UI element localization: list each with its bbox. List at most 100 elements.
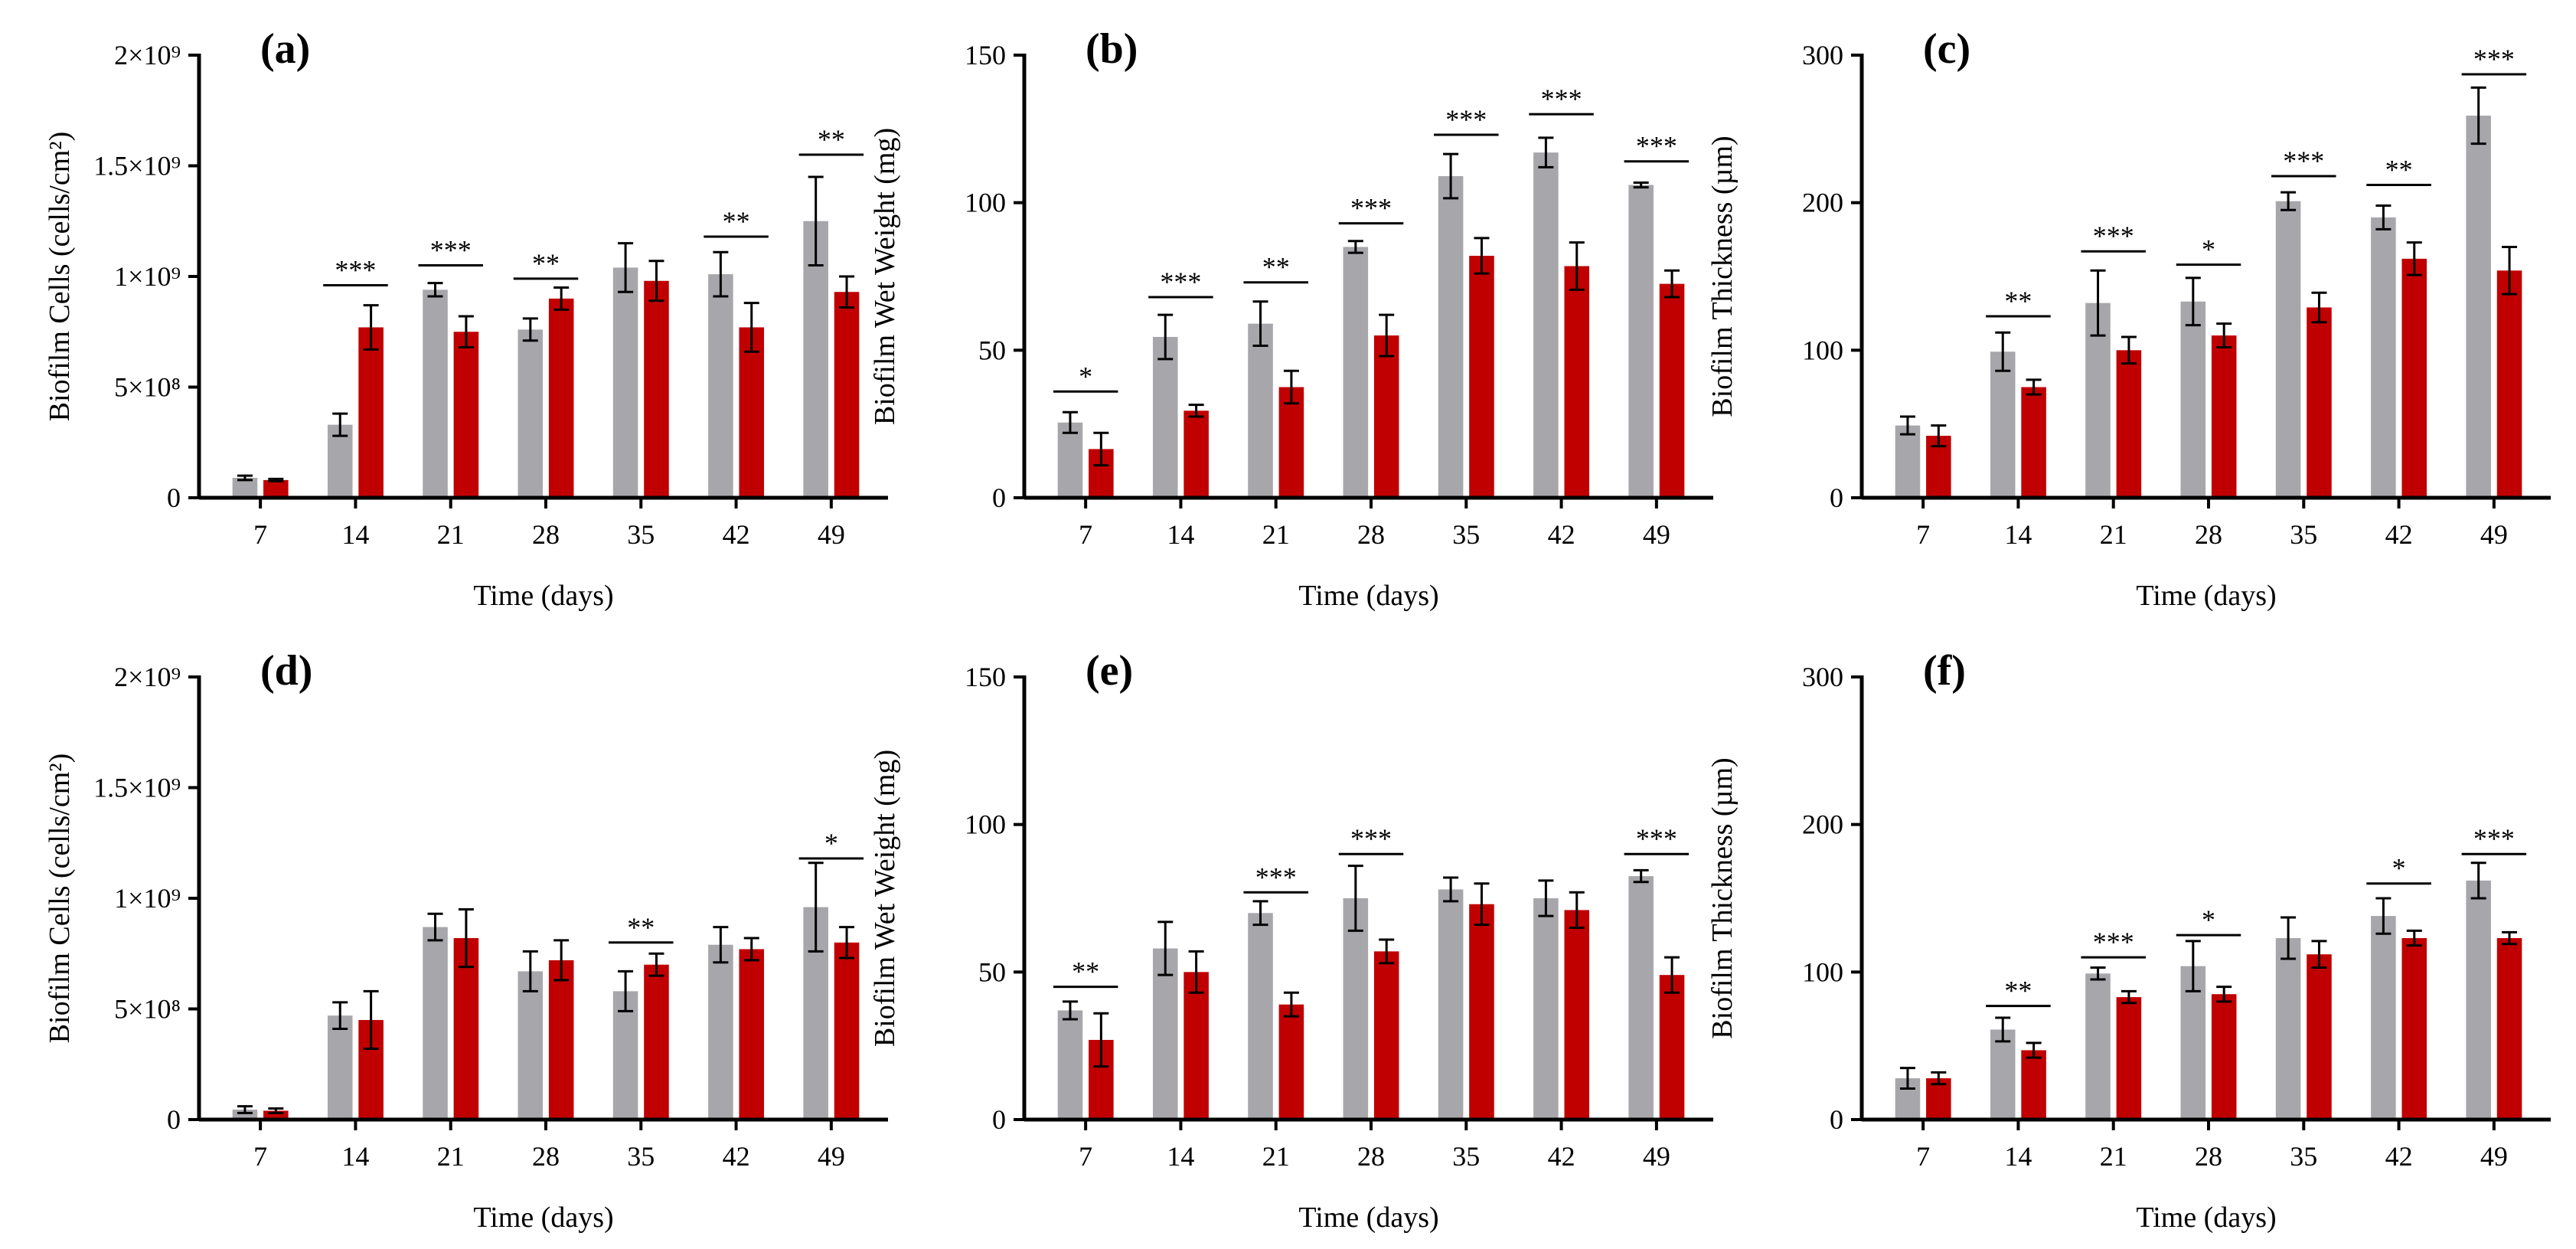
bar-grey [2275, 201, 2301, 498]
y-tick-label: 0 [1830, 482, 1843, 513]
significance-label: ** [2004, 976, 2032, 1006]
significance-label: *** [1350, 823, 1392, 854]
x-tick-label: 28 [1357, 1141, 1385, 1172]
bar-grey [1248, 913, 1273, 1120]
bar-grey [2180, 301, 2206, 498]
y-tick-label: 0 [1830, 1104, 1843, 1135]
x-tick-label: 7 [1079, 1141, 1092, 1172]
bar-grey [1990, 351, 2016, 498]
x-tick-label: 42 [2385, 519, 2413, 550]
significance-label: ** [723, 206, 750, 237]
bar-grey [423, 289, 448, 498]
x-tick-label: 14 [341, 1141, 369, 1172]
x-tick-label: 21 [1262, 519, 1290, 550]
panel-label: (b) [1086, 25, 1138, 73]
panel-label: (e) [1086, 647, 1133, 695]
significance-label: *** [1255, 862, 1297, 892]
bar-red [2116, 350, 2142, 498]
chart-panel: (a) Biofilm Cells (cells/cm²) Time (days) 0… [44, 25, 888, 612]
significance-label: ** [627, 912, 655, 943]
bar-grey [1343, 247, 1369, 498]
bar-grey [1248, 323, 1273, 498]
bar-grey [2371, 217, 2396, 498]
x-axis-title: Time (days) [1298, 1202, 1438, 1234]
y-tick-label: 150 [965, 40, 1006, 70]
bar-grey [1152, 336, 1178, 498]
bar-grey [1990, 1029, 2016, 1120]
y-tick-label: 50 [978, 956, 1006, 987]
bar-grey [1628, 876, 1654, 1120]
bar-grey [1895, 425, 1921, 498]
bar-red [1659, 975, 1685, 1120]
x-tick-label: 14 [1167, 1141, 1194, 1172]
x-axis-title: Time (days) [2136, 580, 2276, 612]
bar-red [1564, 266, 1590, 498]
y-tick-label: 1.5×10⁹ [93, 151, 181, 181]
x-tick-label: 42 [723, 1141, 750, 1172]
bar-grey [1057, 1010, 1083, 1120]
bar-red [263, 1110, 289, 1120]
significance-label: *** [1445, 104, 1487, 135]
bar-red [1373, 951, 1399, 1120]
bar-red [2401, 258, 2427, 498]
bar-red [2116, 997, 2142, 1120]
bar-red [2496, 938, 2522, 1120]
x-tick-label: 49 [2480, 519, 2508, 550]
bar-red [2307, 307, 2332, 498]
bar-grey [1057, 422, 1083, 498]
significance-label: *** [430, 235, 472, 266]
significance-label: ** [532, 248, 560, 279]
x-tick-label: 42 [1548, 1141, 1575, 1172]
x-tick-label: 14 [341, 519, 369, 550]
x-tick-label: 14 [2004, 1141, 2032, 1172]
x-tick-label: 42 [2385, 1141, 2413, 1172]
panel-label: (f) [1923, 647, 1966, 695]
bar-red [2401, 938, 2427, 1120]
significance-label: *** [335, 255, 376, 286]
x-tick-label: 35 [627, 1141, 655, 1172]
bar-grey [2371, 916, 2396, 1120]
bar-red [1564, 910, 1590, 1120]
bar-grey [803, 221, 828, 498]
bar-grey [517, 329, 544, 498]
x-tick-label: 7 [1079, 519, 1092, 550]
bar-grey [1628, 185, 1654, 498]
x-tick-label: 7 [1916, 1141, 1930, 1172]
bar-grey [708, 274, 733, 498]
bar-red [453, 332, 479, 498]
significance-label: * [2202, 234, 2215, 265]
bar-red [1278, 1004, 1304, 1120]
y-tick-label: 200 [1802, 188, 1843, 218]
significance-label: *** [1541, 83, 1582, 114]
y-tick-label: 300 [1802, 40, 1843, 70]
x-axis-title: Time (days) [473, 580, 613, 612]
significance-label: *** [2093, 927, 2134, 957]
chart-panel: (e) Biofilm Wet Weight (mg) Time (days) 0 50… [869, 647, 1713, 1234]
x-tick-label: 49 [818, 1141, 845, 1172]
bar-grey [2085, 973, 2111, 1120]
bar-red [358, 327, 384, 498]
bar-grey [708, 944, 733, 1120]
bar-red [1469, 256, 1494, 498]
x-tick-label: 28 [532, 1141, 560, 1172]
significance-label: *** [2283, 145, 2324, 176]
bar-red [2211, 994, 2237, 1120]
x-tick-label: 35 [2290, 519, 2317, 550]
y-axis-title: Biofilm Thickness (µm) [1706, 757, 1739, 1038]
y-tick-label: 5×10⁸ [114, 994, 181, 1025]
y-tick-label: 1×10⁹ [114, 261, 181, 292]
x-tick-label: 35 [2290, 1141, 2317, 1172]
x-tick-label: 28 [1357, 519, 1385, 550]
x-tick-label: 49 [2480, 1141, 2508, 1172]
bar-red [644, 280, 669, 498]
x-tick-label: 7 [253, 519, 267, 550]
bar-red [1278, 387, 1304, 498]
bar-red [2021, 1050, 2046, 1120]
x-tick-label: 21 [437, 1141, 465, 1172]
bar-grey [1438, 889, 1464, 1120]
chart-panel: (c) Biofilm Thickness (µm) Time (days) 0 100… [1706, 25, 2551, 612]
x-tick-label: 21 [2100, 519, 2127, 550]
bar-grey [327, 1015, 353, 1120]
x-tick-label: 49 [818, 519, 845, 550]
bar-grey [1152, 948, 1178, 1120]
